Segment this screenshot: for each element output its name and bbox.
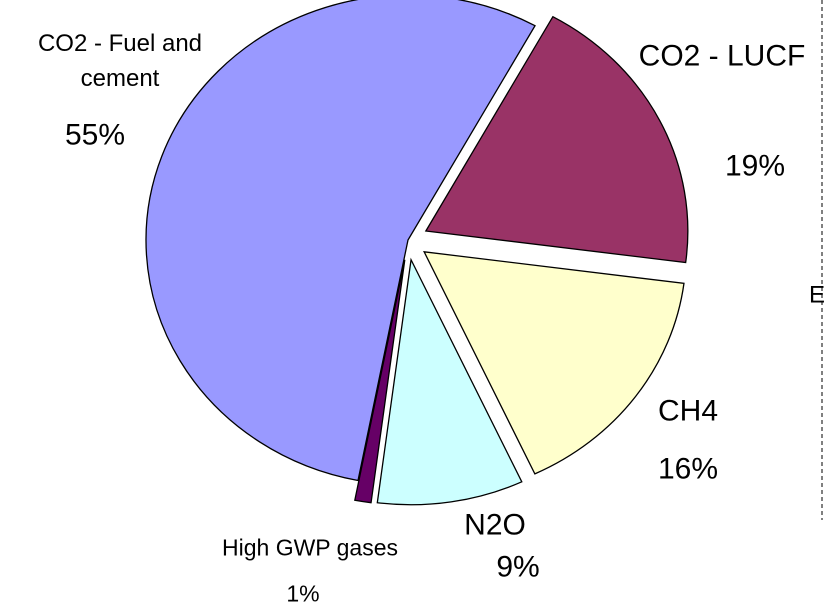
pie-slice — [376, 257, 523, 506]
pie-slice — [424, 15, 689, 264]
pie-slice — [354, 259, 406, 504]
cropped-text: E — [808, 281, 826, 309]
pie-slice — [423, 251, 685, 475]
slice-value-label: 19% — [724, 149, 786, 183]
pie-slice — [145, 0, 536, 482]
slice-label: N2O — [464, 508, 526, 542]
slice-label: High GWP gases — [222, 534, 398, 561]
slice-value-label: 9% — [496, 550, 540, 584]
slice-label: CH4 — [657, 394, 719, 428]
slice-value-label: 55% — [64, 118, 126, 152]
slice-label: CO2 - Fuel and cement — [37, 30, 203, 92]
slice-value-label: 1% — [286, 580, 320, 607]
slice-value-label: 16% — [657, 452, 719, 486]
slice-label: CO2 - LUCF — [638, 39, 806, 73]
